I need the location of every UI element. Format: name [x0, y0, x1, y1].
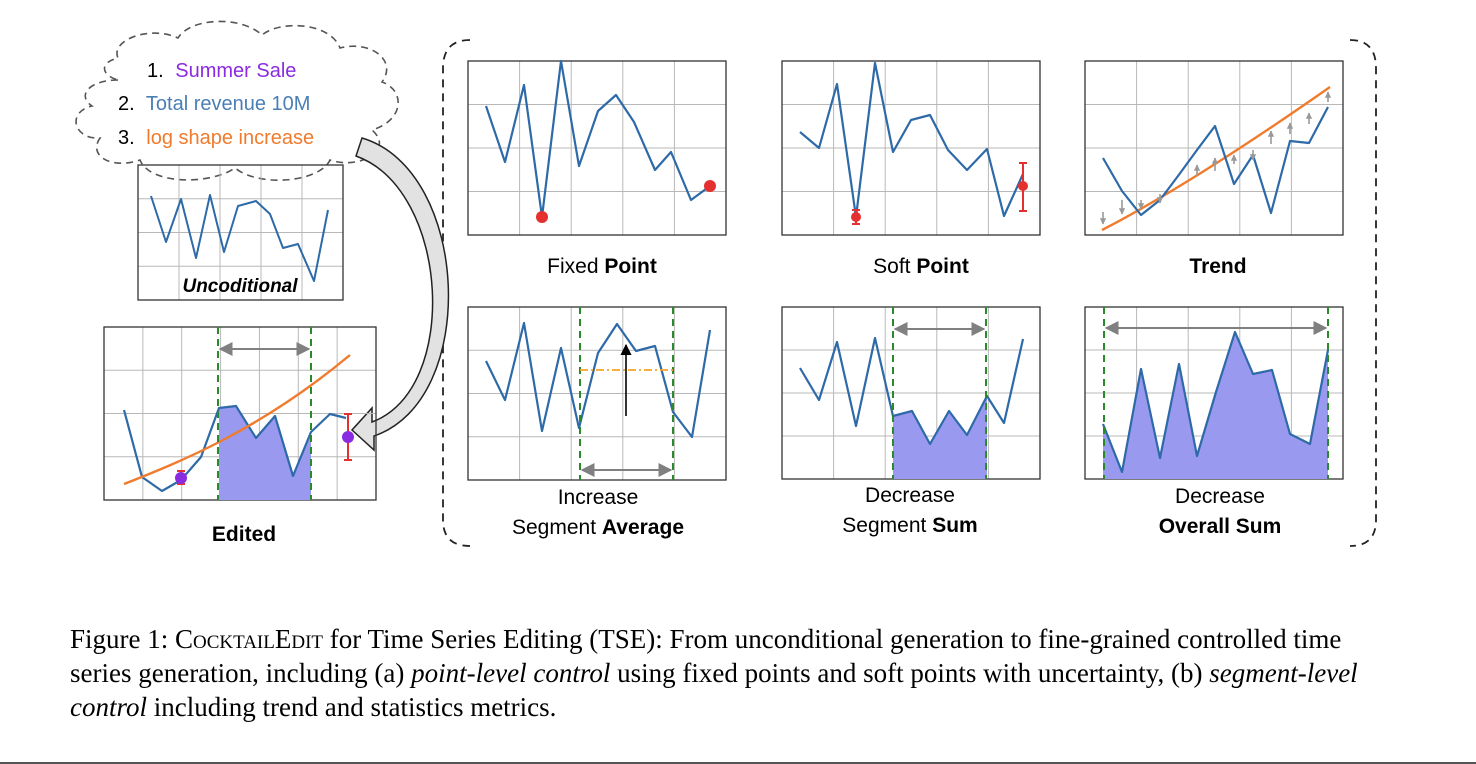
- figure-illustration: 1. Summer Sale 2. Total revenue 10M 3. l…: [75, 20, 1377, 547]
- panel-frame: [137, 164, 344, 301]
- overall-sum-line1: Decrease: [1175, 485, 1265, 508]
- caption-italic1: point-level control: [411, 658, 611, 688]
- segment-sum-line2: Segment Sum: [842, 514, 977, 537]
- series-line: [122, 404, 347, 493]
- edited-panel: [103, 326, 377, 501]
- cloud-item-2-text: Total revenue 10M: [146, 93, 311, 115]
- fixed-point-marker: [536, 211, 548, 223]
- condition-cloud: 1. Summer Sale 2. Total revenue 10M 3. l…: [75, 20, 399, 181]
- fixed-point-label: Fixed Point: [547, 255, 657, 278]
- caption-italic2: segment-level control: [70, 658, 1358, 722]
- series-line: [1101, 330, 1330, 474]
- segment-sum-panel: [781, 306, 1041, 480]
- overall-sum-panel: [1084, 306, 1344, 480]
- soft-point-panel: [781, 60, 1041, 236]
- trend-curve: [123, 354, 351, 486]
- segment-sum-fill: [219, 406, 311, 500]
- cloud-item-3: 3. log shape increase: [118, 127, 314, 149]
- panel-frame: [781, 60, 1041, 236]
- caption-method-name: CocktailEdit: [175, 624, 324, 654]
- cloud-item-3-num: 3.: [118, 127, 135, 149]
- segment-average-line2: Segment Average: [512, 516, 684, 539]
- group-bracket-right: [1349, 39, 1377, 547]
- cloud-item-1-num: 1.: [147, 60, 164, 82]
- overall-sum-fill: [1103, 332, 1328, 479]
- figure-caption: Figure 1: CocktailEdit for Time Series E…: [70, 622, 1406, 724]
- segment-average-line1: Increase: [558, 486, 639, 509]
- cloud-item-2: 2. Total revenue 10M: [118, 93, 310, 115]
- series-line: [799, 61, 1025, 219]
- purple-fixed-point: [175, 472, 187, 484]
- series-line: [1102, 106, 1329, 217]
- soft-point-marker: [1018, 181, 1028, 191]
- page-rule: [0, 762, 1476, 764]
- unconditional-label: Uncoditional: [182, 276, 298, 297]
- trend-panel: [1084, 60, 1344, 236]
- trend-curve: [1101, 86, 1331, 232]
- fixed-point-panel: [467, 59, 727, 236]
- edit-arrow: [350, 137, 450, 452]
- caption-prefix: Figure 1:: [70, 624, 175, 654]
- panel-frame: [467, 60, 727, 236]
- cloud-item-3-text: log shape increase: [146, 127, 314, 149]
- caption-part2: using fixed points and soft points with …: [610, 658, 1210, 688]
- caption-part1: for Time Series Editing (TSE): From unco…: [70, 624, 1342, 688]
- purple-soft-point: [342, 431, 354, 443]
- series-line: [484, 59, 711, 219]
- series-line: [150, 194, 329, 282]
- series-line: [485, 321, 712, 439]
- segment-average-panel: [467, 306, 727, 481]
- soft-point-label: Soft Point: [873, 255, 969, 278]
- cloud-item-1: 1. Summer Sale: [147, 60, 296, 82]
- edited-label: Edited: [212, 523, 276, 546]
- panel-frame: [467, 306, 727, 481]
- fixed-point-marker: [704, 180, 716, 192]
- segment-sum-line1: Decrease: [865, 484, 955, 507]
- overall-sum-line2: Overall Sum: [1159, 515, 1282, 538]
- caption-part3: including trend and statistics metrics.: [147, 692, 557, 722]
- panel-frame: [1084, 60, 1344, 236]
- unconditional-panel: [137, 164, 344, 301]
- trend-label: Trend: [1189, 255, 1246, 278]
- segment-sum-fill: [893, 396, 987, 479]
- cloud-outline: [75, 20, 399, 181]
- cloud-item-1-text: Summer Sale: [175, 60, 296, 82]
- cloud-item-2-num: 2.: [118, 93, 135, 115]
- soft-point-marker: [851, 212, 861, 222]
